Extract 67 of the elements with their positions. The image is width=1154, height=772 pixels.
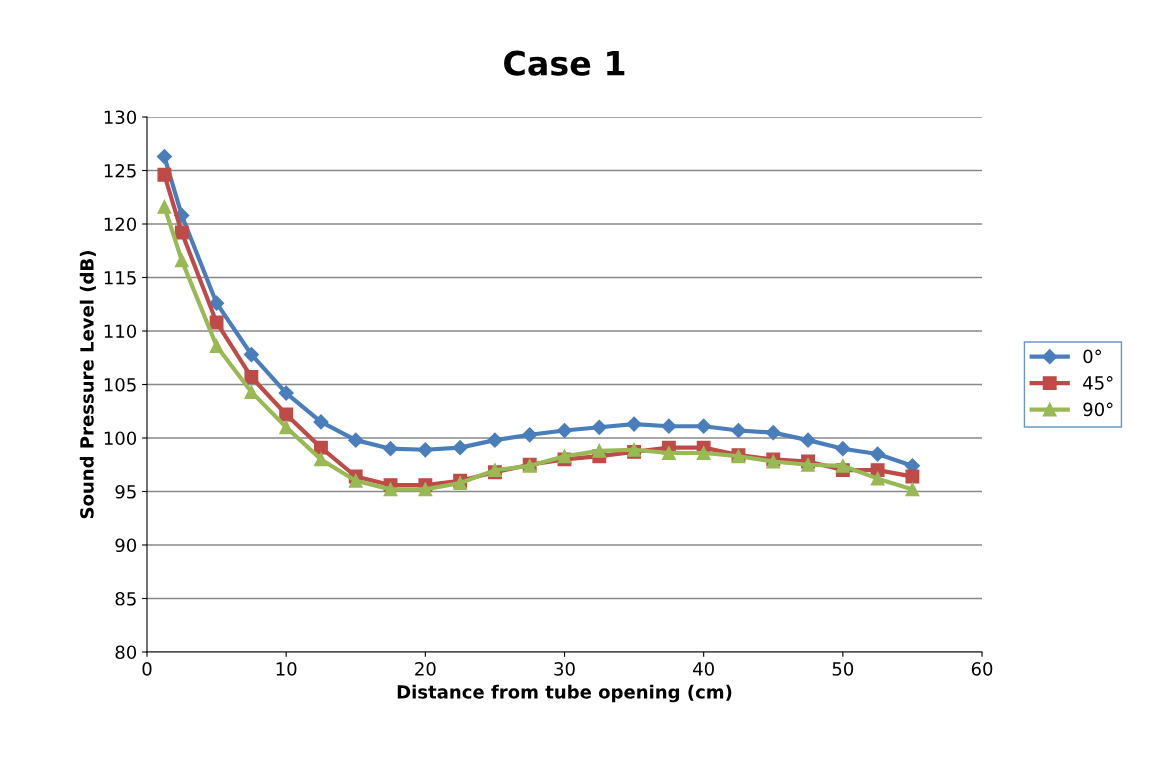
y-axis-title: Sound Pressure Level (dB): [79, 251, 96, 519]
point: [870, 471, 885, 486]
point: [417, 442, 433, 458]
point: [156, 149, 172, 165]
point: [279, 407, 294, 422]
point: [870, 446, 886, 462]
point: [591, 419, 607, 435]
x-tick-label: 10: [276, 662, 297, 676]
point: [174, 253, 189, 268]
legend-label: 0°: [1083, 349, 1101, 364]
point: [487, 432, 503, 448]
x-tick-label: 40: [693, 662, 714, 676]
point: [835, 441, 851, 457]
y-tick-label: 80: [115, 645, 137, 660]
point: [661, 418, 677, 434]
point: [243, 346, 259, 363]
point: [314, 452, 328, 467]
y-tick-label: 120: [104, 217, 137, 232]
y-tick-label: 90: [115, 538, 137, 553]
point: [244, 370, 259, 384]
y-tick-label: 100: [104, 431, 137, 446]
point: [244, 385, 259, 399]
point: [348, 473, 363, 488]
x-tick-label: 60: [971, 662, 993, 676]
y-tick-label: 125: [104, 163, 136, 178]
point: [626, 416, 642, 432]
point: [382, 441, 399, 457]
point: [592, 443, 607, 458]
point: [835, 458, 850, 473]
point: [800, 432, 816, 448]
point: [418, 482, 433, 497]
point: [348, 432, 364, 448]
point: [905, 482, 920, 497]
chart-title: Case 1: [504, 50, 625, 76]
point: [209, 315, 224, 330]
y-tick-label: 105: [104, 377, 136, 392]
x-tick-label: 20: [415, 662, 436, 676]
point: [174, 225, 189, 240]
y-tick-label: 110: [104, 324, 137, 339]
legend-label: 45°: [1083, 376, 1113, 390]
x-axis-title: Distance from tube opening (cm): [397, 684, 732, 703]
point: [452, 440, 468, 456]
point: [696, 446, 711, 460]
point: [522, 427, 538, 443]
point: [314, 440, 328, 455]
x-tick-label: 30: [554, 662, 575, 676]
y-tick-label: 85: [115, 591, 136, 606]
point: [383, 482, 398, 497]
point: [209, 339, 224, 353]
x-tick-label: 0: [142, 662, 152, 676]
legend-label: 90°: [1083, 402, 1113, 417]
point: [278, 385, 294, 401]
point: [209, 295, 225, 311]
point: [157, 199, 172, 214]
point: [313, 414, 329, 430]
point: [157, 167, 172, 182]
point: [765, 425, 781, 441]
x-tick-label: 50: [832, 662, 854, 676]
point: [661, 446, 676, 460]
y-tick-label: 115: [104, 271, 136, 285]
point: [556, 422, 573, 439]
y-tick-label: 130: [104, 110, 137, 125]
point: [696, 418, 712, 434]
point: [279, 420, 294, 435]
point: [905, 469, 920, 484]
point: [730, 422, 747, 439]
y-tick-label: 95: [115, 484, 136, 499]
